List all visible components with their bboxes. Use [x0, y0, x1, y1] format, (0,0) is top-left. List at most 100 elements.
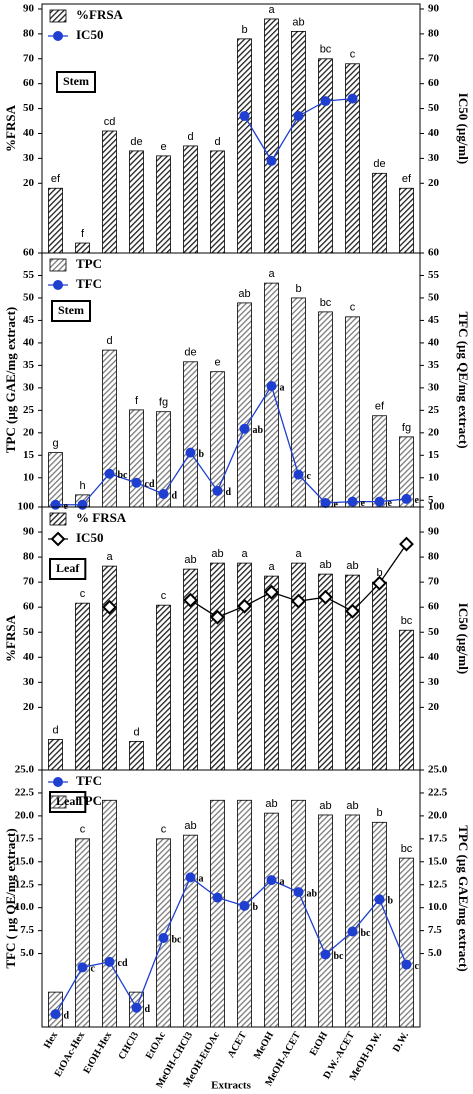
y-tick-label: 40	[23, 336, 35, 348]
bar	[264, 18, 279, 254]
bar	[129, 150, 144, 254]
bar-letter: h	[79, 480, 85, 492]
y-tick-label: 100	[18, 501, 35, 513]
bar-letter: ab	[265, 798, 277, 810]
point-letter: bc	[334, 951, 345, 962]
y-tick-label: 50	[23, 626, 35, 638]
bar-letter: b	[241, 24, 247, 36]
point	[77, 499, 88, 510]
bar-letter: ab	[346, 800, 358, 812]
y-tick-label: 7.5	[20, 924, 34, 936]
y2-tick-label: 50	[428, 291, 440, 303]
y2-tick-label: 20.0	[428, 809, 448, 821]
point	[266, 875, 277, 886]
y2-tick-label: 12.5	[428, 878, 448, 890]
legend-marker	[53, 777, 63, 787]
panel-label: Leaf	[56, 561, 80, 575]
y2-tick-label: 22.5	[428, 786, 448, 798]
bar	[264, 575, 279, 771]
bar	[345, 814, 360, 1028]
x-tick-label: MeOH	[252, 1030, 276, 1061]
bar-letter: ef	[402, 173, 412, 185]
bar-letter: f	[81, 228, 85, 240]
point	[347, 496, 358, 507]
point	[212, 892, 223, 903]
y-tick-label: 17.5	[15, 832, 35, 844]
point	[401, 493, 412, 504]
point-letter: c	[91, 964, 96, 975]
bar-letter: c	[161, 824, 167, 836]
point	[318, 589, 333, 605]
point-letter: bc	[118, 470, 129, 481]
point-letter: ab	[253, 425, 264, 436]
y-tick-label: 30	[23, 676, 35, 688]
y2-tick-label: 10	[428, 471, 440, 483]
point	[347, 926, 358, 937]
bar-letter: b	[376, 807, 382, 819]
y-tick-label: 10	[23, 471, 35, 483]
panel-label-box	[51, 300, 91, 322]
y-tick-label: 12.5	[15, 878, 35, 890]
bar	[156, 838, 171, 1028]
point	[77, 962, 88, 973]
y-tick-label: 90	[23, 526, 35, 538]
y-tick-label: 20	[23, 701, 35, 713]
point-letter: e	[388, 498, 393, 509]
bar-letter: ab	[184, 554, 196, 566]
bar	[75, 838, 90, 1028]
y2-tick-label: 30	[428, 381, 440, 393]
y-tick-label: 20	[23, 177, 35, 189]
bar	[210, 799, 225, 1028]
y2-tick-label: 10.0	[428, 901, 448, 913]
point	[239, 111, 250, 122]
y-tick-label: 22.5	[15, 786, 35, 798]
legend-label: %FRSA	[76, 7, 124, 22]
point-letter: b	[199, 449, 205, 460]
point	[372, 575, 387, 591]
bar-letter: bc	[320, 44, 332, 56]
point	[212, 485, 223, 496]
legend-label: IC50	[76, 27, 103, 42]
plot-frame	[41, 252, 421, 508]
bar-letter: a	[106, 551, 113, 563]
point-letter: cd	[118, 958, 128, 969]
y-tick-label: 15	[23, 449, 35, 461]
bar-letter: a	[268, 561, 275, 573]
y2-tick-label: 40	[428, 336, 440, 348]
y-tick-label: 30	[23, 152, 35, 164]
bar-letter: ab	[238, 288, 250, 300]
point	[239, 900, 250, 911]
bar	[102, 565, 117, 771]
y-tick-label: 70	[23, 576, 35, 588]
bar-letter: ef	[375, 401, 385, 413]
bar-letter: e	[214, 357, 220, 369]
point	[293, 887, 304, 898]
y2-tick-label: 25.0	[428, 764, 448, 776]
legend-label: TPC	[76, 256, 102, 271]
bar	[372, 821, 387, 1028]
point	[185, 447, 196, 458]
point-letter: e	[415, 495, 420, 506]
bar	[183, 834, 198, 1028]
y2-tick-label: 50	[428, 626, 440, 638]
x-tick-label: Hex	[42, 1030, 60, 1050]
y-tick-label: 40	[23, 127, 35, 139]
y2-tick-label: 15	[428, 449, 440, 461]
y-tick-label: 70	[23, 52, 35, 64]
bar-letter: a	[268, 4, 275, 16]
bar	[318, 814, 333, 1028]
y2-tick-label: 60	[428, 77, 440, 89]
legend-label: TPC	[76, 793, 102, 808]
point	[185, 872, 196, 883]
point-letter: a	[199, 874, 204, 885]
panel-label-box	[49, 558, 87, 580]
y2-tick-label: 80	[428, 551, 440, 563]
bar	[318, 311, 333, 508]
panel-label: Stem	[58, 303, 84, 317]
y-tick-label: 60	[23, 247, 35, 259]
y2-tick-label: 40	[428, 651, 440, 663]
legend-swatch	[49, 9, 67, 23]
bar-letter: d	[106, 335, 112, 347]
y-tick-label: 55	[23, 269, 35, 281]
y2-tick-label: 30	[428, 676, 440, 688]
